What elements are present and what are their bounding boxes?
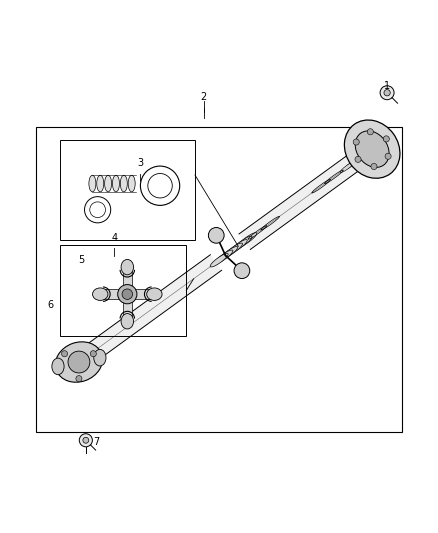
Ellipse shape (120, 175, 127, 192)
Circle shape (118, 285, 137, 304)
Ellipse shape (121, 313, 134, 329)
Text: 6: 6 (48, 301, 54, 310)
Bar (123, 267, 132, 321)
Ellipse shape (113, 175, 120, 192)
Ellipse shape (230, 239, 247, 253)
Ellipse shape (105, 175, 112, 192)
Circle shape (90, 351, 96, 357)
Text: 5: 5 (78, 255, 85, 265)
Circle shape (383, 136, 389, 142)
Text: 4: 4 (111, 233, 117, 243)
Ellipse shape (234, 236, 252, 249)
Ellipse shape (147, 288, 162, 301)
Circle shape (79, 434, 92, 447)
Bar (60, 245, 186, 336)
Bar (60, 140, 195, 240)
Circle shape (355, 156, 361, 163)
Circle shape (384, 90, 390, 96)
Circle shape (208, 228, 224, 243)
Ellipse shape (52, 358, 64, 375)
Circle shape (122, 289, 133, 300)
Ellipse shape (356, 151, 370, 161)
Polygon shape (77, 255, 222, 367)
Circle shape (385, 153, 391, 159)
Ellipse shape (89, 175, 96, 192)
Ellipse shape (348, 156, 362, 167)
Ellipse shape (239, 232, 257, 246)
Text: 7: 7 (94, 438, 100, 448)
Polygon shape (239, 144, 374, 249)
Ellipse shape (55, 342, 102, 382)
Ellipse shape (210, 254, 228, 267)
Circle shape (76, 376, 82, 382)
Circle shape (380, 86, 394, 100)
Ellipse shape (225, 243, 243, 256)
Circle shape (61, 351, 67, 357)
Text: 3: 3 (138, 158, 144, 168)
Circle shape (68, 351, 90, 373)
Text: 2: 2 (201, 92, 207, 102)
Circle shape (353, 139, 359, 145)
Circle shape (367, 128, 374, 135)
Ellipse shape (128, 175, 135, 192)
Bar (35, 127, 403, 432)
Text: 1: 1 (384, 81, 390, 91)
Ellipse shape (92, 288, 108, 301)
Ellipse shape (355, 131, 389, 167)
Ellipse shape (340, 162, 354, 173)
Circle shape (234, 263, 250, 279)
Ellipse shape (344, 159, 358, 169)
Ellipse shape (97, 175, 104, 192)
Ellipse shape (94, 349, 106, 366)
Bar (100, 289, 154, 299)
Ellipse shape (352, 154, 366, 164)
Ellipse shape (344, 120, 400, 178)
Circle shape (371, 164, 377, 169)
Ellipse shape (121, 260, 134, 275)
Circle shape (83, 437, 89, 443)
Ellipse shape (220, 247, 238, 260)
Ellipse shape (215, 250, 233, 263)
